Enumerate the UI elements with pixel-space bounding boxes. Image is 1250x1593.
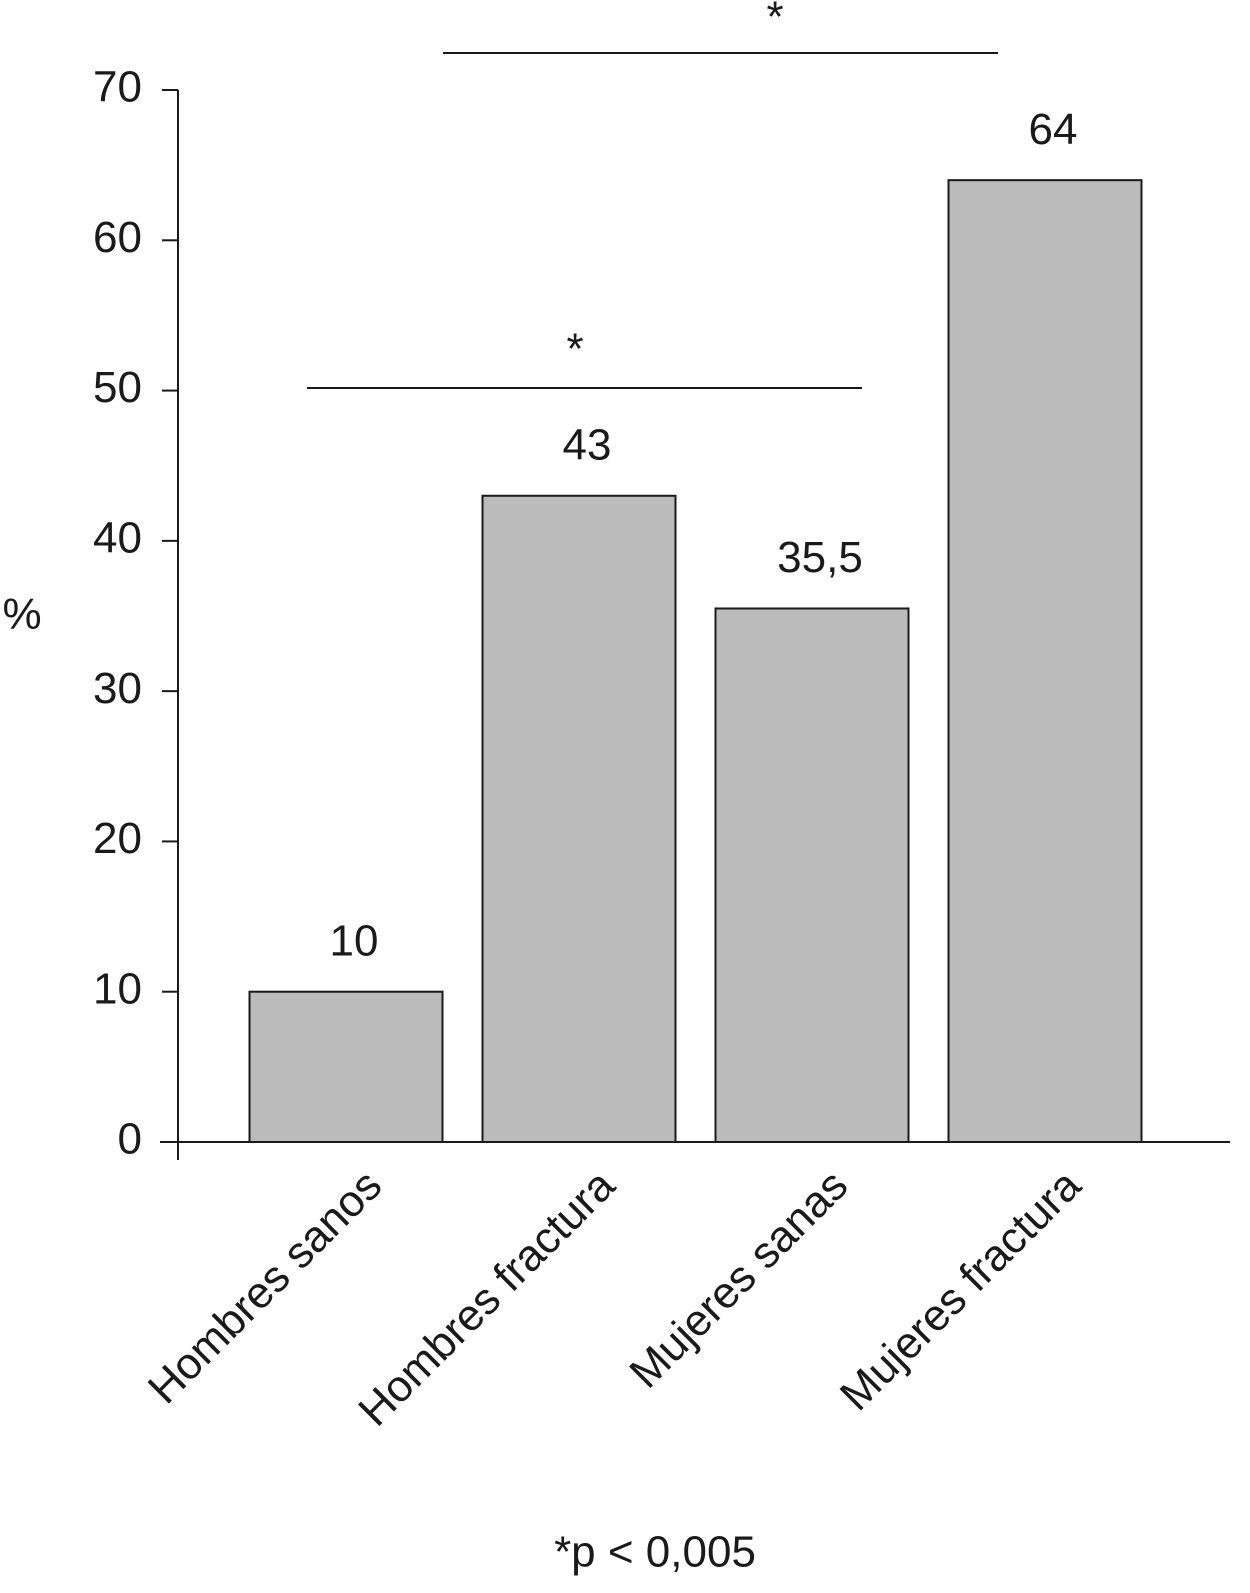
- y-tick-label: 60: [93, 213, 142, 262]
- x-tick-label: Hombres fractura: [349, 1160, 624, 1435]
- y-tick-label: 30: [93, 664, 142, 713]
- bar: [947, 179, 1143, 1143]
- bar: [481, 494, 677, 1143]
- bar: [248, 990, 444, 1144]
- y-tick-label: 10: [93, 964, 142, 1013]
- significance-mark: *: [766, 0, 783, 42]
- bar: [714, 607, 910, 1143]
- value-label: 43: [563, 420, 612, 469]
- footnote: *p < 0,005: [554, 1528, 756, 1577]
- x-tick-label: Mujeres fractura: [831, 1160, 1091, 1420]
- value-label: 10: [330, 916, 379, 965]
- y-tick-label: 20: [93, 814, 142, 863]
- value-label: 35,5: [777, 533, 863, 582]
- y-tick-label: 70: [93, 63, 142, 112]
- y-tick-label: 40: [93, 513, 142, 562]
- y-tick-label: 50: [93, 363, 142, 412]
- value-label: 64: [1029, 105, 1078, 154]
- x-tick-label: Hombres sanos: [139, 1161, 392, 1414]
- y-tick-label: 0: [118, 1115, 142, 1164]
- y-axis-label: %: [2, 590, 41, 639]
- significance-mark: *: [566, 325, 583, 374]
- x-tick-label: Mujeres sanas: [620, 1161, 857, 1398]
